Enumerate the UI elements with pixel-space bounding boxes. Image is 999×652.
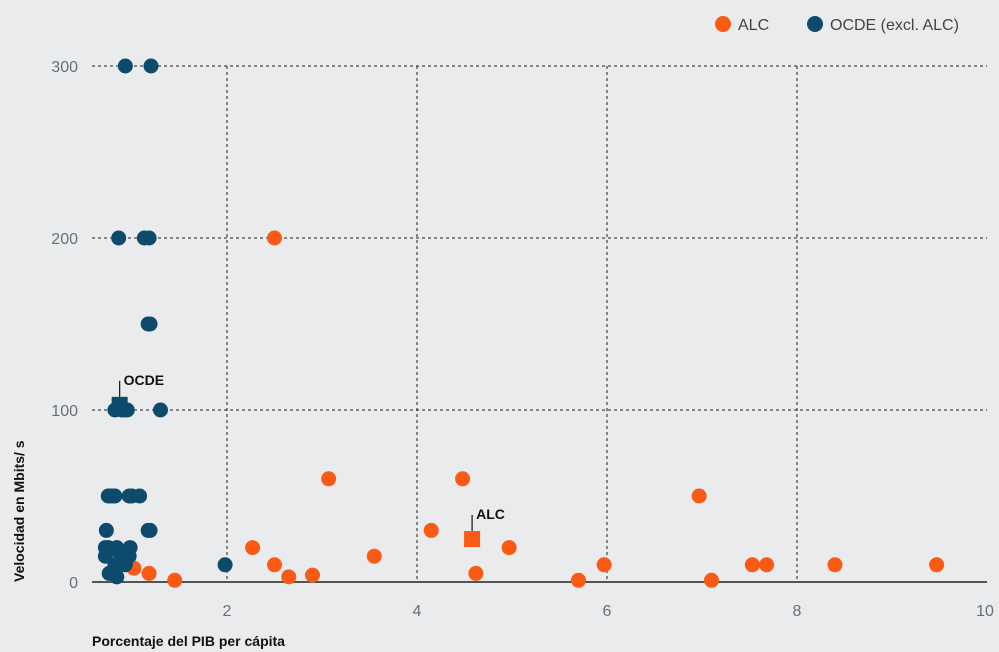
x-tick-label-8: 8 [793,603,802,620]
alc-point-15 [691,488,707,504]
grid [92,65,987,582]
ocde-point-0 [117,58,133,74]
y-tick-label-0: 0 [69,575,78,592]
y-tick-label-100: 100 [51,403,78,420]
alc-point-2 [167,572,183,588]
annotation-marker-alc [464,531,481,547]
ocde-point-20 [142,522,158,538]
alc-point-5 [281,569,297,585]
ocde-point-6 [142,316,158,332]
ocde-point-4 [141,230,157,246]
ocde-point-32 [109,569,125,585]
ocde-point-21 [98,522,114,538]
alc-point-17 [744,557,760,573]
legend-label-alc: ALC [738,17,769,34]
x-tick-label-4: 4 [413,603,422,620]
axes: 0 100 200 300 2 4 6 8 10 [51,59,994,620]
alc-point-20 [929,557,945,573]
ocde-point-1 [143,58,159,74]
x-axis-title: Porcentaje del PIB per cápita [92,633,285,649]
ocde-point-11 [153,402,168,418]
alc-point-8 [366,548,382,564]
alc-point-16 [704,572,719,588]
alc-point-13 [571,572,586,588]
alc-point-14 [596,557,612,573]
alc-point-1 [141,565,157,581]
annotation-label-ocde: OCDE [124,372,164,388]
alc-point-9 [423,522,439,538]
alc-point-11 [468,565,484,581]
ocde-point-15 [107,488,123,504]
x-tick-label-10: 10 [976,603,994,620]
annotation-label-alc: ALC [476,506,505,522]
alc-point-7 [321,471,337,487]
alc-point-10 [455,471,471,487]
alc-point-4 [267,557,282,573]
x-tick-label-2: 2 [223,603,232,620]
alc-point-12 [501,540,517,556]
legend: ALC OCDE (excl. ALC) [715,16,959,34]
alc-point-21 [267,230,282,246]
legend-marker-alc [715,16,731,32]
y-axis-title: Velocidad en Mbits/ s [11,440,27,582]
ocde-point-33 [217,557,233,573]
ocde-point-2 [111,230,127,246]
y-tick-label-300: 300 [51,59,78,76]
annotations: OCDE ALC [111,372,505,547]
legend-label-ocde: OCDE (excl. ALC) [830,17,959,34]
alc-point-19 [827,557,843,573]
legend-marker-ocde [807,16,823,32]
alc-point-3 [245,540,261,556]
alc-point-6 [305,567,320,583]
alc-point-18 [759,557,775,573]
ocde-point-30 [117,557,133,573]
ocde-point-27 [97,548,113,564]
ocde-point-18 [132,488,148,504]
annotation-marker-ocde [111,396,128,413]
y-tick-label-200: 200 [51,231,78,248]
x-tick-label-6: 6 [603,603,612,620]
data-points [97,58,945,588]
